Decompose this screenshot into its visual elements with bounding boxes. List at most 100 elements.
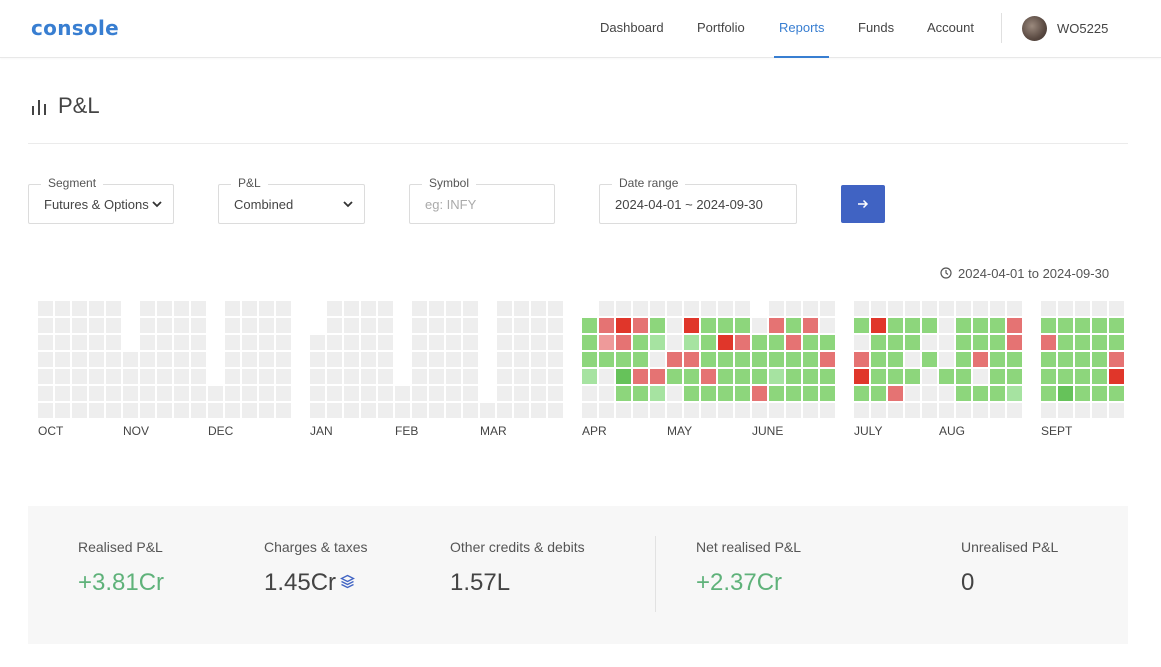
heatmap-day-cell[interactable] [803,352,818,367]
heatmap-day-cell[interactable] [1092,369,1107,384]
heatmap-day-cell[interactable] [990,369,1005,384]
heatmap-day-cell[interactable] [633,352,648,367]
heatmap-day-cell[interactable] [854,386,869,401]
heatmap-day-cell[interactable] [1075,352,1090,367]
heatmap-day-cell[interactable] [939,369,954,384]
heatmap-day-cell[interactable] [718,335,733,350]
heatmap-day-cell[interactable] [701,335,716,350]
heatmap-day-cell[interactable] [1007,318,1022,333]
heatmap-day-cell[interactable] [599,335,614,350]
heatmap-day-cell[interactable] [1007,335,1022,350]
heatmap-day-cell[interactable] [650,335,665,350]
heatmap-day-cell[interactable] [990,335,1005,350]
heatmap-day-cell[interactable] [633,386,648,401]
heatmap-day-cell[interactable] [854,318,869,333]
heatmap-day-cell[interactable] [803,386,818,401]
date-range-input[interactable]: Date range 2024-04-01 ~ 2024-09-30 [599,176,797,224]
heatmap-day-cell[interactable] [752,352,767,367]
heatmap-day-cell[interactable] [820,386,835,401]
heatmap-day-cell[interactable] [922,318,937,333]
heatmap-day-cell[interactable] [752,335,767,350]
nav-reports[interactable]: Reports [779,20,825,35]
segment-select[interactable]: Segment Futures & Options [28,176,174,224]
heatmap-day-cell[interactable] [752,386,767,401]
heatmap-day-cell[interactable] [786,386,801,401]
heatmap-day-cell[interactable] [1075,386,1090,401]
heatmap-day-cell[interactable] [973,352,988,367]
heatmap-day-cell[interactable] [956,335,971,350]
avatar[interactable] [1022,16,1047,41]
heatmap-day-cell[interactable] [616,386,631,401]
heatmap-day-cell[interactable] [1041,369,1056,384]
heatmap-day-cell[interactable] [684,318,699,333]
heatmap-day-cell[interactable] [718,318,733,333]
heatmap-day-cell[interactable] [905,369,920,384]
heatmap-day-cell[interactable] [650,386,665,401]
nav-account[interactable]: Account [927,20,974,35]
heatmap-day-cell[interactable] [905,335,920,350]
heatmap-day-cell[interactable] [1041,386,1056,401]
heatmap-day-cell[interactable] [820,352,835,367]
console-logo[interactable]: console [31,16,119,40]
nav-portfolio[interactable]: Portfolio [697,20,745,35]
heatmap-day-cell[interactable] [973,318,988,333]
heatmap-day-cell[interactable] [684,335,699,350]
heatmap-day-cell[interactable] [1109,318,1124,333]
heatmap-day-cell[interactable] [820,369,835,384]
heatmap-day-cell[interactable] [769,386,784,401]
heatmap-day-cell[interactable] [684,369,699,384]
heatmap-day-cell[interactable] [1041,352,1056,367]
heatmap-day-cell[interactable] [803,369,818,384]
nav-dashboard[interactable]: Dashboard [600,20,664,35]
heatmap-day-cell[interactable] [1109,352,1124,367]
heatmap-day-cell[interactable] [769,352,784,367]
heatmap-day-cell[interactable] [684,352,699,367]
heatmap-day-cell[interactable] [956,352,971,367]
heatmap-day-cell[interactable] [1058,335,1073,350]
heatmap-day-cell[interactable] [786,369,801,384]
heatmap-day-cell[interactable] [735,386,750,401]
heatmap-day-cell[interactable] [871,386,886,401]
heatmap-day-cell[interactable] [582,335,597,350]
heatmap-day-cell[interactable] [582,369,597,384]
heatmap-day-cell[interactable] [667,352,682,367]
heatmap-day-cell[interactable] [616,318,631,333]
heatmap-day-cell[interactable] [820,335,835,350]
heatmap-day-cell[interactable] [735,369,750,384]
heatmap-day-cell[interactable] [990,352,1005,367]
nav-funds[interactable]: Funds [858,20,895,35]
heatmap-day-cell[interactable] [956,386,971,401]
heatmap-day-cell[interactable] [1007,352,1022,367]
heatmap-day-cell[interactable] [1092,318,1107,333]
heatmap-day-cell[interactable] [1075,335,1090,350]
heatmap-day-cell[interactable] [871,369,886,384]
heatmap-day-cell[interactable] [854,352,869,367]
heatmap-day-cell[interactable] [888,335,903,350]
heatmap-day-cell[interactable] [701,369,716,384]
heatmap-day-cell[interactable] [735,318,750,333]
heatmap-day-cell[interactable] [888,318,903,333]
layers-icon[interactable] [340,574,356,589]
heatmap-day-cell[interactable] [1092,352,1107,367]
heatmap-day-cell[interactable] [1109,386,1124,401]
heatmap-day-cell[interactable] [1058,352,1073,367]
heatmap-day-cell[interactable] [1058,369,1073,384]
heatmap-day-cell[interactable] [888,386,903,401]
heatmap-day-cell[interactable] [990,386,1005,401]
heatmap-day-cell[interactable] [1075,318,1090,333]
heatmap-day-cell[interactable] [956,369,971,384]
heatmap-day-cell[interactable] [1058,386,1073,401]
heatmap-day-cell[interactable] [888,369,903,384]
heatmap-day-cell[interactable] [786,335,801,350]
heatmap-day-cell[interactable] [1007,369,1022,384]
pnl-select[interactable]: P&L Combined [218,176,365,224]
heatmap-day-cell[interactable] [650,369,665,384]
heatmap-day-cell[interactable] [582,352,597,367]
heatmap-day-cell[interactable] [769,335,784,350]
heatmap-day-cell[interactable] [1041,335,1056,350]
heatmap-day-cell[interactable] [752,369,767,384]
heatmap-day-cell[interactable] [803,335,818,350]
heatmap-day-cell[interactable] [871,352,886,367]
heatmap-day-cell[interactable] [1109,369,1124,384]
heatmap-day-cell[interactable] [633,369,648,384]
